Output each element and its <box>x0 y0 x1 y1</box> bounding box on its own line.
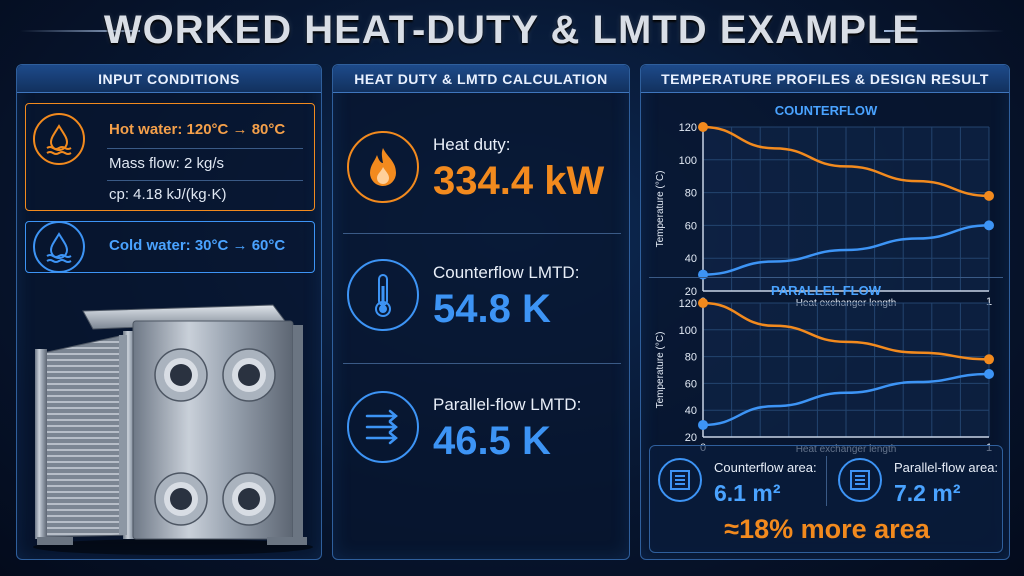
heat-duty-value: 334.4 kW <box>433 159 605 203</box>
area-conclusion: ≈18% more area <box>724 514 930 544</box>
y-tick-label: 60 <box>685 378 697 390</box>
divider <box>343 233 621 234</box>
y-tick-label: 120 <box>679 122 697 134</box>
divider <box>107 148 303 149</box>
calculation-panel: HEAT DUTY & LMTD CALCULATION Heat duty: … <box>332 64 630 560</box>
divider <box>649 277 1003 278</box>
y-tick-label: 120 <box>679 298 697 310</box>
y-tick-label: 80 <box>685 188 697 200</box>
parallel-area-value: 7.2 m² <box>894 480 961 506</box>
counterflow-chart-area: COUNTERFLOW 2040608010012001Heat exchang… <box>641 95 1011 325</box>
design-result-box: Counterflow area: 6.1 m² Parallel-flow a… <box>649 445 1003 553</box>
counterflow-area-value: 6.1 m² <box>714 480 781 506</box>
input-conditions-panel: INPUT CONDITIONS Hot water: 120°C → 80°C… <box>16 64 322 560</box>
counterflow-lmtd-label: Counterflow LMTD: <box>433 263 580 282</box>
series-line-0 <box>702 301 990 361</box>
series-start-point-1 <box>698 419 708 430</box>
y-tick-label: 80 <box>685 352 697 364</box>
series-line-0 <box>702 125 990 198</box>
heat-exchanger-icon <box>838 458 882 502</box>
y-tick-label: 100 <box>679 325 697 337</box>
y-tick-label: 100 <box>679 155 697 167</box>
y-tick-label: 20 <box>685 432 697 444</box>
series-end-point-0 <box>984 354 994 365</box>
cold-water-box <box>25 221 315 273</box>
cold-water-label: Cold water: 30°C → 60°C <box>109 237 286 254</box>
parallel-arrows-icon <box>347 391 419 463</box>
y-tick-label: 20 <box>685 286 697 298</box>
flame-icon <box>347 131 419 203</box>
parallel-chart: 2040608010012001Heat exchanger lengthTem… <box>655 298 994 455</box>
title-rule-right <box>884 30 1004 32</box>
parallel-lmtd-label: Parallel-flow LMTD: <box>433 395 582 414</box>
series-start-point-0 <box>698 298 708 308</box>
input-panel-header: INPUT CONDITIONS <box>17 65 321 93</box>
y-tick-label: 60 <box>685 220 697 232</box>
series-start-point-0 <box>698 122 708 132</box>
page-title: WORKED HEAT-DUTY & LMTD EXAMPLE <box>103 8 921 52</box>
parallel-area-label: Parallel-flow area: <box>894 460 999 475</box>
divider <box>107 180 303 181</box>
y-axis-label: Temperature (°C) <box>655 171 666 248</box>
counterflow-area-label: Counterflow area: <box>714 460 817 475</box>
heat-duty-label: Heat duty: <box>433 135 511 154</box>
results-panel-header: TEMPERATURE PROFILES & DESIGN RESULT <box>641 65 1009 93</box>
mass-flow-label: Mass flow: 2 kg/s <box>109 155 225 172</box>
series-line-1 <box>702 372 990 427</box>
result-divider <box>826 456 827 506</box>
hot-water-drop-icon <box>33 113 85 165</box>
counterflow-chart: 2040608010012001Heat exchanger lengthTem… <box>655 122 994 309</box>
y-tick-label: 40 <box>685 405 697 417</box>
counterflow-chart-title: COUNTERFLOW <box>774 103 878 118</box>
series-line-1 <box>702 224 990 276</box>
counterflow-lmtd-value: 54.8 K <box>433 287 551 331</box>
heat-exchanger-icon <box>658 458 702 502</box>
cp-label: cp: 4.18 kJ/(kg·K) <box>109 186 227 203</box>
y-axis-label: Temperature (°C) <box>655 332 666 409</box>
x-tick-label: 1 <box>986 296 992 308</box>
results-panel: TEMPERATURE PROFILES & DESIGN RESULT COU… <box>640 64 1010 560</box>
parallel-chart-title: PARALLEL FLOW <box>770 283 881 298</box>
cold-water-drop-icon <box>33 221 85 273</box>
calculation-panel-header: HEAT DUTY & LMTD CALCULATION <box>333 65 629 93</box>
parallel-lmtd-value: 46.5 K <box>433 419 551 463</box>
parallel-chart-area: PARALLEL FLOW 2040608010012001Heat excha… <box>641 269 1011 459</box>
hot-water-label: Hot water: 120°C → 80°C <box>109 121 286 138</box>
thermometer-icon <box>347 259 419 331</box>
hot-water-box <box>25 103 315 211</box>
plate-heat-exchanger-image <box>33 304 313 555</box>
title-rule-left <box>20 30 140 32</box>
y-tick-label: 40 <box>685 253 697 265</box>
series-end-point-1 <box>984 369 994 380</box>
series-end-point-0 <box>984 190 994 201</box>
divider <box>343 363 621 364</box>
series-end-point-1 <box>984 220 994 231</box>
